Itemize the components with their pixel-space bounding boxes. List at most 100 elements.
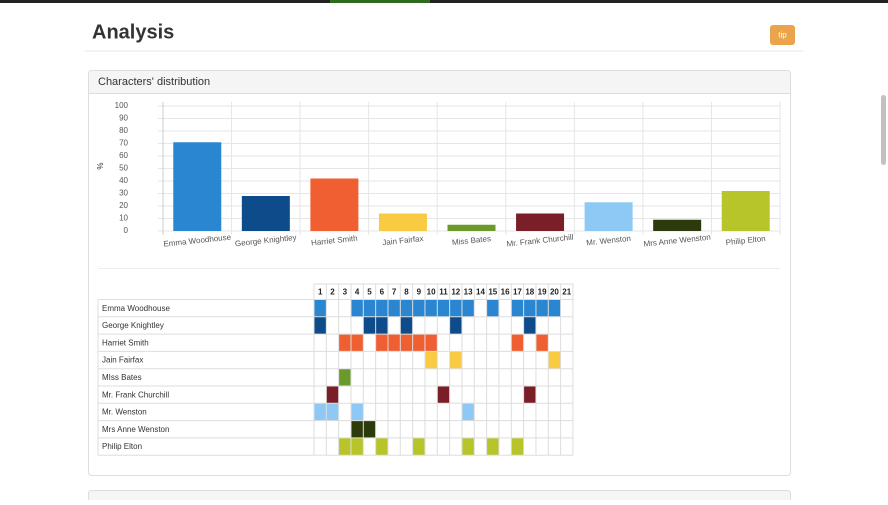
y-tick-label: 60 [119, 151, 128, 160]
presence-cell [486, 437, 499, 456]
bar [653, 219, 702, 231]
row-name: Harriet Smith [102, 338, 149, 347]
row-name: Mr. Frank Churchill [102, 390, 169, 399]
column-header: 21 [562, 287, 571, 296]
presence-cell [338, 334, 351, 352]
presence-cell [486, 299, 499, 317]
y-tick-label: 80 [119, 126, 128, 135]
presence-cell [511, 334, 524, 352]
presence-cell [363, 420, 376, 438]
y-axis-label: % [96, 162, 105, 169]
presence-cell [449, 351, 462, 369]
column-header: 19 [538, 287, 547, 296]
presence-cell [535, 334, 549, 352]
presence-cell [387, 299, 401, 317]
column-header: 7 [392, 287, 397, 296]
bar [241, 196, 290, 231]
bar [721, 191, 770, 231]
bar [378, 213, 427, 231]
presence-cell [461, 299, 475, 317]
presence-cell [424, 351, 438, 369]
presence-cell [314, 403, 327, 421]
column-header: 20 [550, 287, 559, 296]
presence-cell [535, 299, 549, 317]
y-tick-label: 70 [119, 139, 128, 148]
column-header: 3 [343, 287, 348, 296]
row-name: George Knightley [102, 321, 164, 330]
column-header: 15 [488, 287, 497, 296]
column-header: 11 [439, 287, 448, 296]
y-tick-label: 100 [115, 101, 129, 110]
presence-cell [338, 437, 351, 456]
column-header: 8 [404, 287, 409, 296]
presence-cell [350, 403, 364, 421]
presence-cell [412, 334, 425, 352]
presence-cell [375, 316, 388, 335]
tip-label[interactable]: tip [778, 31, 787, 40]
column-header: 16 [501, 287, 510, 296]
y-tick-label: 10 [119, 214, 128, 223]
bar [173, 142, 222, 231]
row-name: Philip Elton [102, 442, 142, 451]
y-tick-label: 40 [119, 176, 128, 185]
presence-cell [387, 334, 401, 352]
y-tick-label: 50 [119, 164, 128, 173]
presence-cell [437, 386, 450, 404]
presence-cell [363, 299, 376, 317]
y-tick-label: 0 [124, 226, 129, 235]
x-tick-label: Miss Bates [452, 234, 492, 247]
panel-header [89, 71, 790, 93]
row-name: Mr. Wenston [102, 408, 147, 417]
presence-cell [424, 334, 438, 352]
column-header: 10 [427, 287, 436, 296]
presence-cell [511, 437, 524, 456]
top-bar [0, 0, 888, 3]
presence-cell [523, 299, 536, 317]
presence-cell [326, 403, 339, 421]
presence-cell [400, 316, 413, 335]
column-header: 17 [513, 287, 522, 296]
presence-cell [363, 316, 376, 335]
presence-cell [326, 386, 339, 404]
y-tick-label: 20 [119, 201, 128, 210]
presence-cell [461, 437, 475, 456]
bar [584, 202, 633, 231]
column-header: 1 [318, 287, 323, 296]
x-tick-label: Jain Fairfax [382, 234, 424, 247]
bar [447, 224, 496, 231]
presence-cell [548, 299, 561, 317]
presence-cell [375, 437, 388, 456]
top-bar-accent [330, 0, 430, 3]
presence-cell [314, 316, 327, 335]
presence-cell [548, 351, 561, 369]
presence-cell [350, 299, 364, 317]
row-name: Mrs Anne Wenston [102, 425, 169, 434]
x-tick-label: Philip Elton [725, 234, 766, 247]
column-header: 12 [451, 287, 460, 296]
presence-cell [523, 316, 536, 335]
column-header: 14 [476, 287, 485, 296]
row-name: MIss Bates [102, 373, 142, 382]
row-name: Emma Woodhouse [102, 304, 170, 313]
presence-cell [338, 368, 351, 386]
bar [516, 213, 565, 231]
column-header: 4 [355, 287, 360, 296]
column-header: 5 [367, 287, 372, 296]
presence-cell [424, 299, 438, 317]
y-tick-label: 30 [119, 189, 128, 198]
presence-cell [400, 299, 413, 317]
presence-cell [314, 299, 327, 317]
presence-cell [350, 437, 364, 456]
column-header: 9 [417, 287, 422, 296]
presence-cell [375, 334, 388, 352]
tip-button[interactable] [770, 25, 795, 45]
presence-cell [449, 316, 462, 335]
column-header: 13 [464, 287, 473, 296]
presence-cell [412, 437, 425, 456]
scrollbar[interactable] [881, 95, 886, 165]
row-name: Jain Fairfax [102, 356, 143, 365]
presence-cell [400, 334, 413, 352]
presence-cell [511, 299, 524, 317]
